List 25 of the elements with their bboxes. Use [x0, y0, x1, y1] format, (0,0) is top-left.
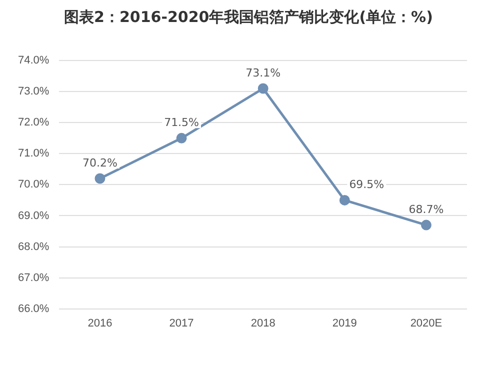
x-tick-label: 2017	[169, 317, 194, 330]
x-tick-label: 2016	[88, 317, 112, 330]
y-tick-label: 74.0%	[18, 54, 50, 67]
point	[176, 132, 187, 144]
x-tick-label: 2019	[332, 317, 357, 330]
point	[339, 194, 350, 206]
y-tick-label: 68.0%	[18, 240, 50, 253]
y-tick-label: 66.0%	[18, 302, 50, 315]
text: 71.5%	[164, 116, 200, 130]
chart-title: 图表2：2016-2020年我国铝箔产销比变化(单位：%)	[63, 8, 434, 27]
y-tick-label: 69.0%	[18, 210, 50, 222]
x-tick-label: 2018	[250, 317, 276, 330]
y-tick-label: 67.0%	[18, 272, 50, 284]
point	[258, 83, 268, 94]
text: 69.5%	[349, 178, 384, 192]
x-tick-label: 2020E	[410, 317, 442, 330]
y-tick-label: 71.0%	[18, 148, 50, 160]
y-tick-label: 72.0%	[18, 116, 50, 129]
text: 70.2%	[82, 156, 118, 170]
y-tick-label: 70.0%	[18, 178, 50, 191]
text: 68.7%	[408, 203, 444, 216]
y-tick-label: 73.0%	[18, 86, 50, 98]
text: 73.1%	[246, 66, 281, 80]
point	[94, 173, 106, 184]
point	[420, 220, 432, 230]
